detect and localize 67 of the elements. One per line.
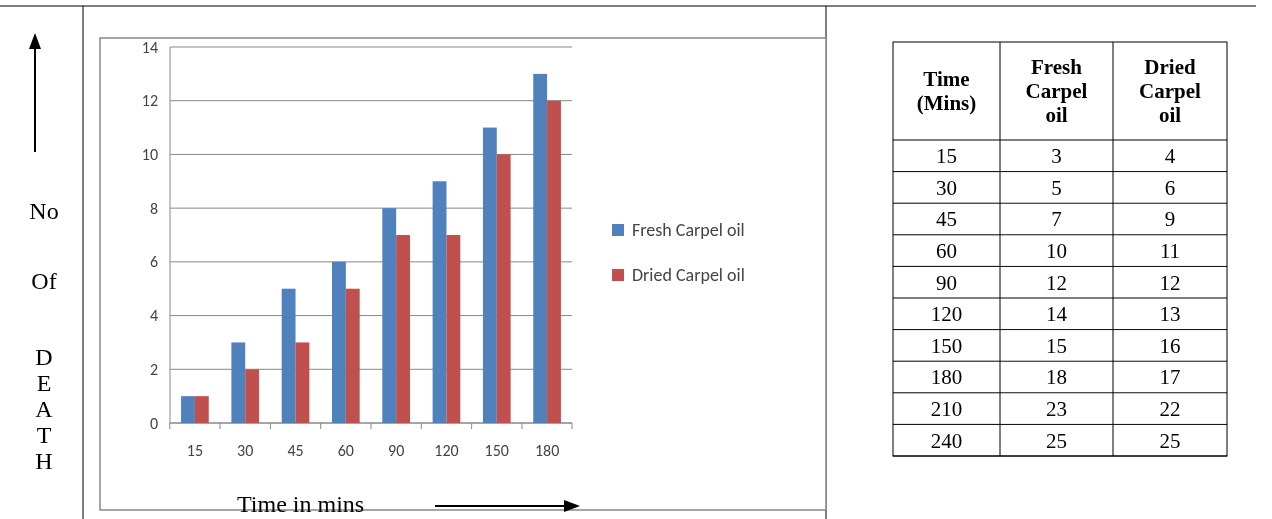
data-label: 14 bbox=[1046, 302, 1068, 327]
data-label: 12 bbox=[1046, 270, 1067, 295]
bar bbox=[181, 396, 195, 423]
data-label: 7 bbox=[1051, 207, 1062, 232]
y-tick-label: 180 bbox=[930, 365, 963, 390]
bar bbox=[533, 73, 548, 423]
data-label: 13 bbox=[1159, 302, 1181, 327]
bar bbox=[482, 127, 497, 423]
data-label: 23 bbox=[1046, 396, 1067, 421]
y-tick-label: 90 bbox=[936, 270, 957, 295]
bar bbox=[332, 261, 346, 423]
x-tick-label: 180 bbox=[534, 441, 560, 460]
y-tick-label: 8 bbox=[149, 198, 158, 218]
bar bbox=[432, 181, 447, 423]
y-tick-label: 0 bbox=[149, 413, 158, 433]
bar bbox=[382, 208, 397, 423]
legend-label: Fresh Carpel oil bbox=[632, 219, 745, 242]
y-tick-label: 6 bbox=[149, 252, 158, 272]
y-tick-label: 240 bbox=[930, 428, 963, 453]
y-tick-label: 4 bbox=[149, 306, 158, 326]
y-tick-label: 120 bbox=[930, 302, 963, 327]
data-label: 22 bbox=[1159, 396, 1181, 421]
y-tick-label: 30 bbox=[936, 175, 957, 200]
x-tick-label: 15 bbox=[186, 441, 204, 460]
y-tick-label: 45 bbox=[936, 207, 957, 232]
y-tick-label: 210 bbox=[930, 396, 963, 421]
data-label: 9 bbox=[1164, 207, 1176, 232]
y-tick-label: 14 bbox=[141, 37, 158, 57]
x-tick-label: 60 bbox=[337, 441, 354, 460]
bar bbox=[345, 288, 360, 423]
y-tick-label: 15 bbox=[936, 144, 957, 169]
bar bbox=[194, 396, 209, 423]
text: No Of DEATH bbox=[29, 198, 59, 474]
data-label: 4 bbox=[1164, 144, 1176, 169]
bar bbox=[446, 235, 461, 423]
data-label: 16 bbox=[1159, 333, 1181, 358]
y-tick-label: 150 bbox=[930, 333, 963, 358]
data-label: 12 bbox=[1159, 270, 1181, 295]
bar bbox=[396, 235, 410, 423]
data-label: 15 bbox=[1046, 333, 1067, 358]
y-tick-label: 10 bbox=[141, 145, 158, 165]
bar bbox=[547, 100, 561, 423]
y-tick-label: 60 bbox=[936, 238, 957, 263]
data-label: 25 bbox=[1046, 428, 1067, 453]
x-tick-label: 45 bbox=[287, 441, 304, 460]
data-label: 18 bbox=[1046, 365, 1067, 390]
data-label: 6 bbox=[1164, 175, 1176, 200]
y-tick-label: 2 bbox=[149, 359, 158, 379]
data-label: 3 bbox=[1051, 144, 1062, 169]
data-label: 17 bbox=[1159, 365, 1181, 390]
bar bbox=[281, 288, 296, 423]
data-label: 11 bbox=[1159, 238, 1181, 263]
x-axis-title: Time in mins bbox=[237, 491, 365, 517]
data-label: 25 bbox=[1159, 428, 1181, 453]
data-label: 10 bbox=[1046, 238, 1067, 263]
x-tick-label: 120 bbox=[434, 441, 459, 460]
x-tick-label: 150 bbox=[484, 441, 509, 460]
y-tick-label: 12 bbox=[141, 91, 158, 111]
bar bbox=[231, 342, 246, 423]
x-tick-label: 90 bbox=[388, 441, 405, 460]
bar bbox=[245, 369, 260, 423]
y-axis-title: Time (Mins) bbox=[916, 67, 977, 116]
legend-label: Dried Carpel oil bbox=[632, 264, 745, 287]
x-tick-label: 30 bbox=[237, 441, 254, 460]
bar bbox=[496, 154, 511, 423]
bar bbox=[295, 342, 310, 423]
data-label: 5 bbox=[1051, 175, 1062, 200]
